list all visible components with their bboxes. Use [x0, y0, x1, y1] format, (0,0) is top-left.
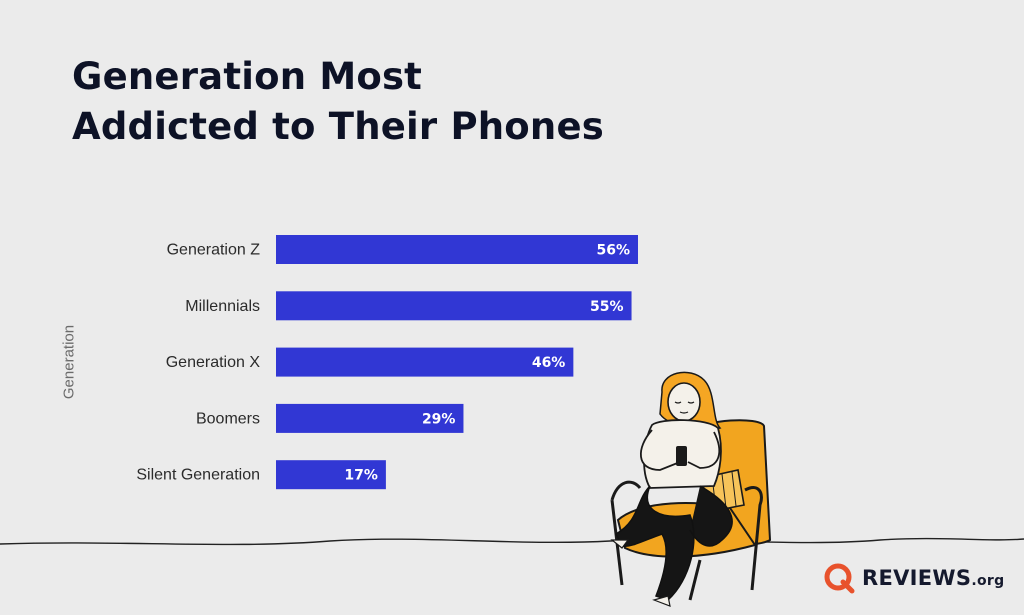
category-label: Generation Z: [167, 242, 261, 259]
feet: [610, 539, 671, 607]
category-label: Boomers: [196, 410, 260, 427]
category-label: Generation X: [166, 354, 261, 371]
bar: [276, 403, 464, 433]
reviews-logo-icon: [824, 563, 855, 594]
ground-line: [0, 537, 1024, 546]
bar-value-label: 46%: [532, 355, 566, 371]
reviews-org-logo[interactable]: REVIEWS.org: [822, 561, 1004, 595]
legs: [615, 485, 733, 601]
bar-value-label: 56%: [596, 243, 630, 259]
bar-value-label: 55%: [590, 299, 624, 315]
chart-title: Generation Most Addicted to Their Phones: [72, 52, 604, 152]
bar: [276, 460, 386, 490]
bar-value-label: 29%: [422, 411, 456, 427]
chart-title-line-1: Generation Most: [72, 55, 423, 98]
phone-icon: [676, 446, 687, 466]
arms: [639, 429, 721, 471]
bar: [276, 291, 632, 321]
brand-name: REVIEWS.org: [862, 566, 1005, 590]
face: [667, 382, 701, 422]
bar-value-label: 17%: [344, 468, 378, 484]
category-label: Silent Generation: [136, 467, 260, 484]
category-label: Millennials: [185, 298, 260, 315]
brand-suffix: .org: [971, 573, 1005, 589]
chart-title-line-2: Addicted to Their Phones: [72, 105, 604, 148]
bar: [276, 347, 574, 377]
bar: [276, 235, 638, 264]
